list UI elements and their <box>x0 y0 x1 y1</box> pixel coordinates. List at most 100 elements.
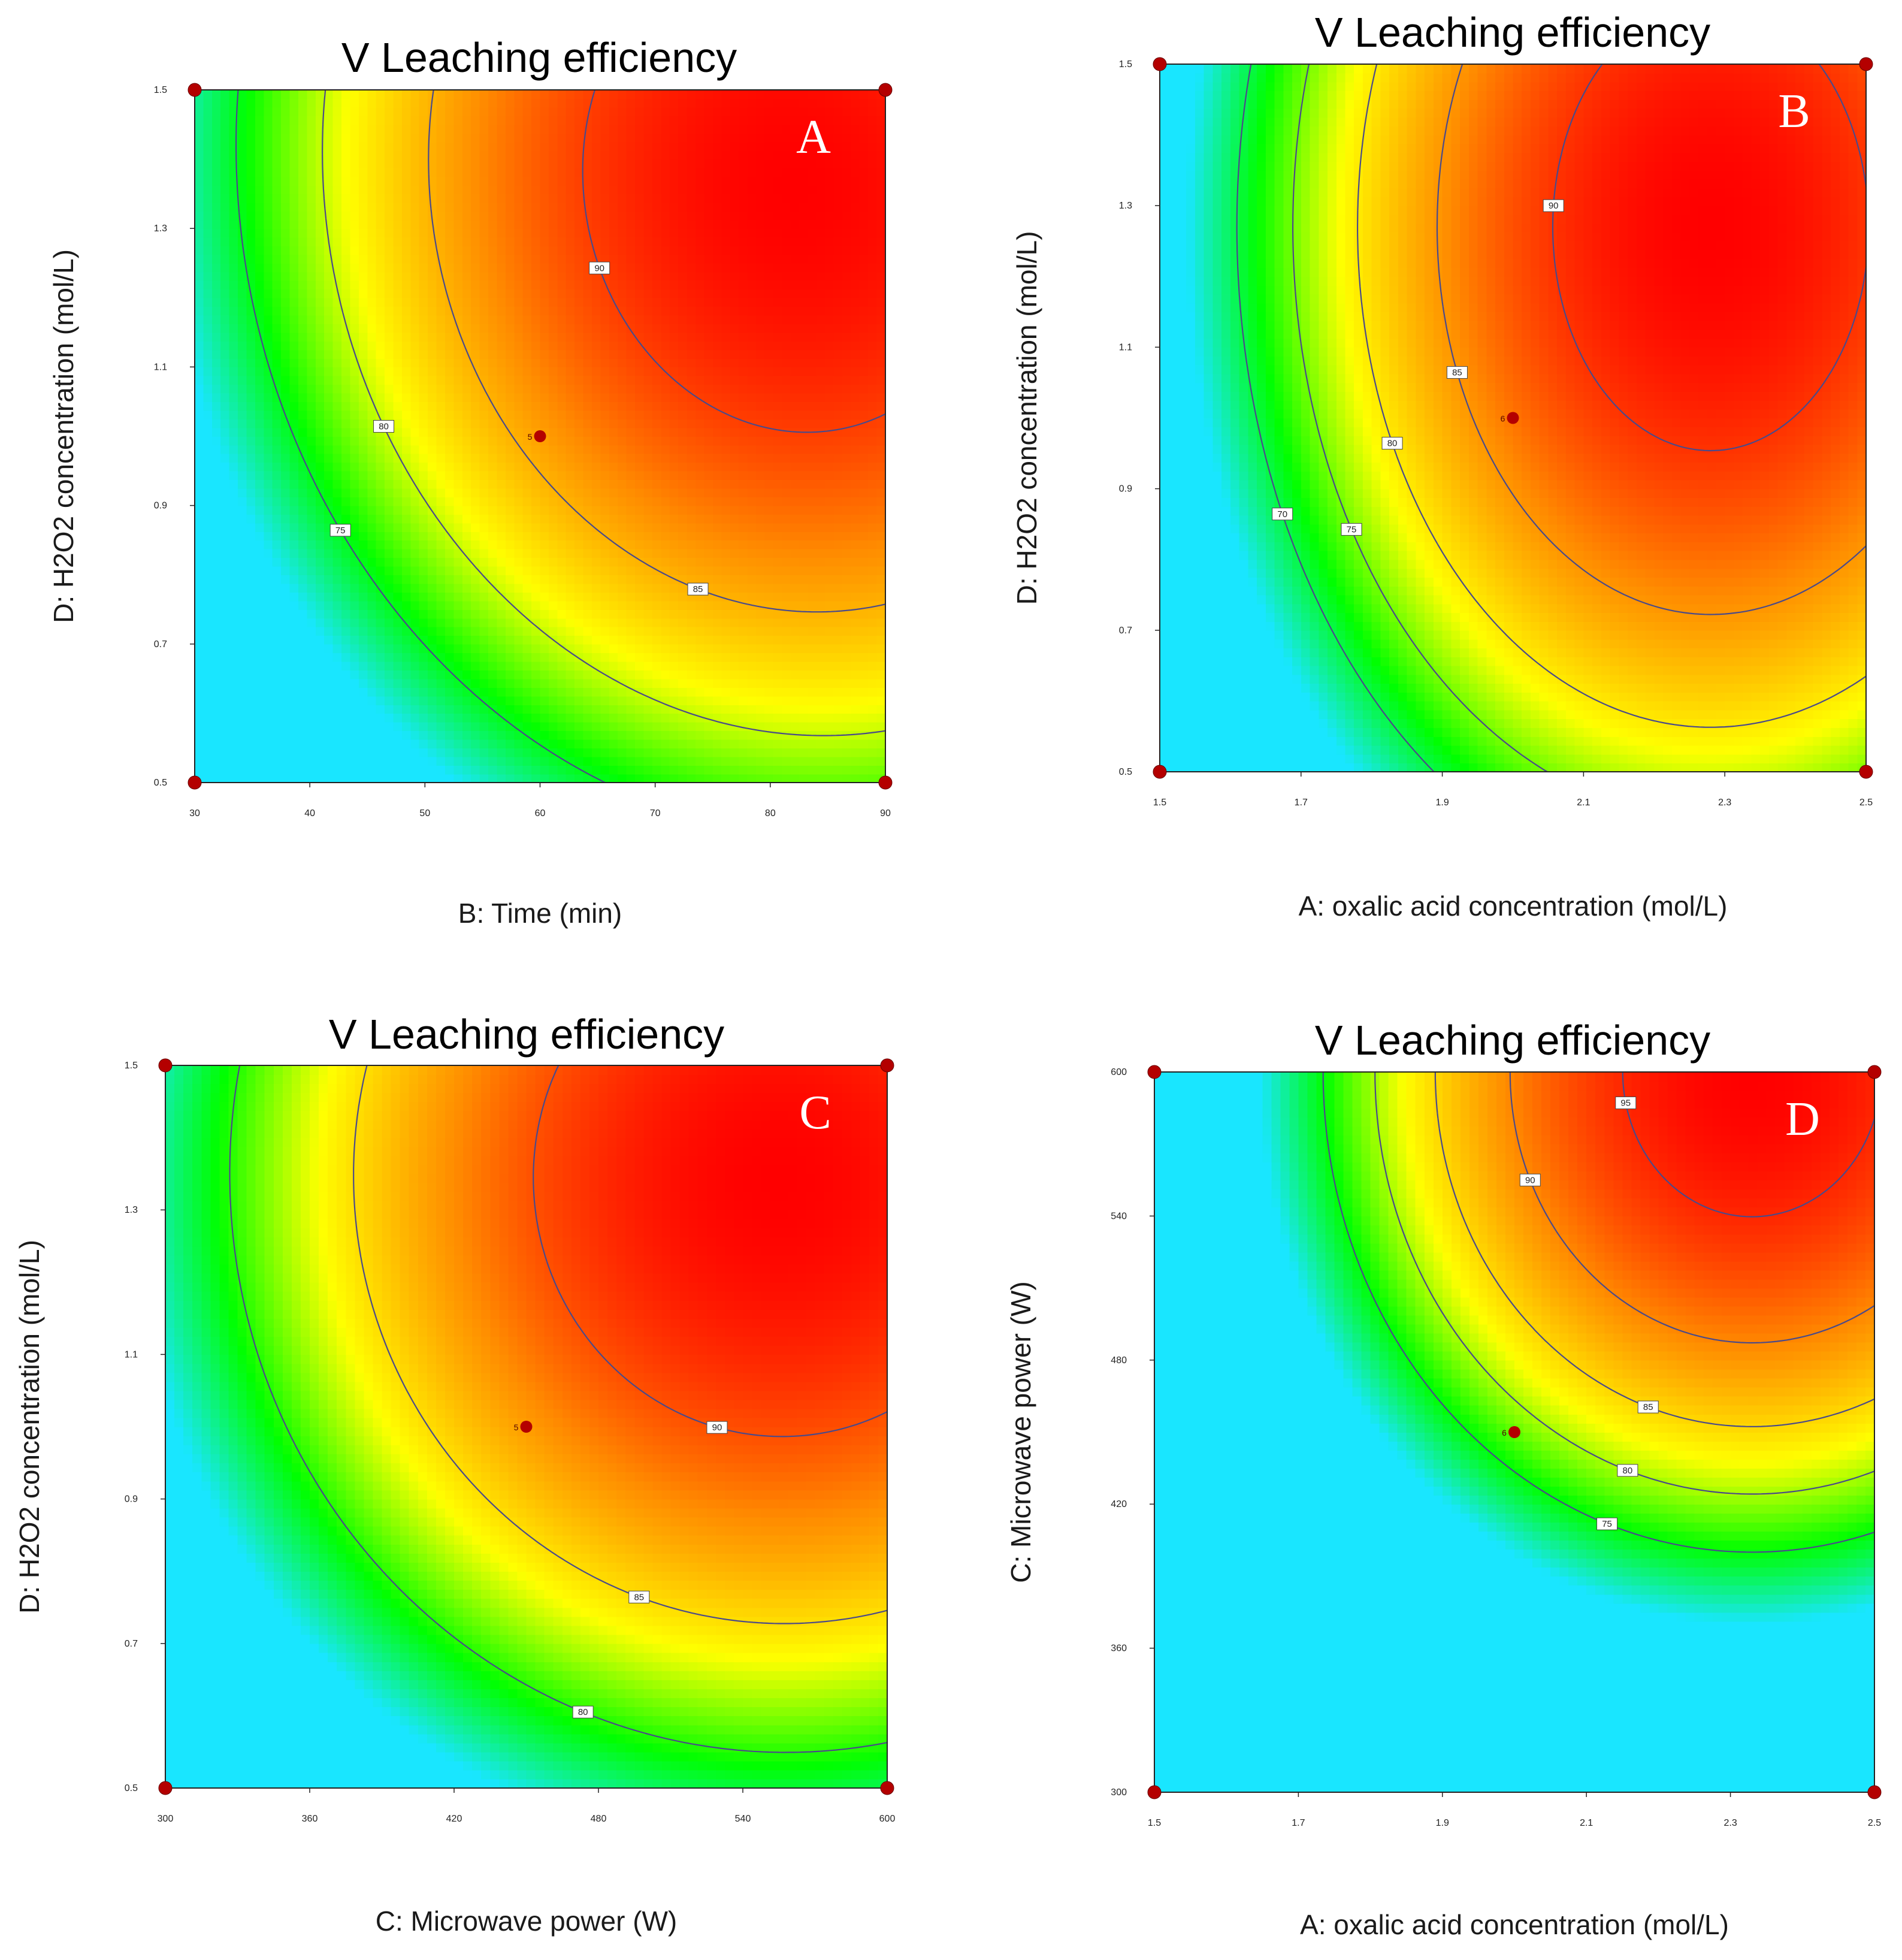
y-tick-label: 0.5 <box>154 778 167 788</box>
contour-label-85: 85 <box>687 582 709 596</box>
contour-line-85 <box>353 1065 888 1624</box>
x-tick-label: 420 <box>446 1814 462 1824</box>
plot-frame <box>1154 1071 1875 1793</box>
chart-title: V Leaching efficiency <box>1315 9 1710 56</box>
design-point <box>1153 57 1167 71</box>
contour-label-70: 70 <box>1272 508 1293 521</box>
x-axis-label: C: Microwave power (W) <box>376 1905 678 1937</box>
panel-letter: C <box>799 1086 831 1139</box>
x-tick-label: 2.1 <box>1580 1818 1593 1828</box>
center-point-label: 5 <box>528 432 533 442</box>
design-point <box>158 1058 173 1073</box>
y-tick-label: 1.5 <box>1119 59 1132 70</box>
contour-line-90 <box>1509 1071 1875 1344</box>
x-axis-label: A: oxalic acid concentration (mol/L) <box>1299 890 1728 922</box>
x-tick-label: 2.5 <box>1868 1818 1881 1828</box>
center-point-label: 5 <box>514 1423 519 1432</box>
x-tick-label: 1.5 <box>1153 798 1166 808</box>
contour-label-95: 95 <box>1615 1097 1637 1110</box>
design-point <box>1859 57 1873 71</box>
y-tick-label: 1.5 <box>125 1061 138 1071</box>
contour-label-85: 85 <box>628 1590 650 1603</box>
x-tick-label: 40 <box>304 808 315 819</box>
y-tick-label: 360 <box>1111 1644 1127 1654</box>
y-tick-label: 0.7 <box>1119 626 1132 636</box>
design-point <box>188 83 202 97</box>
panel-letter: B <box>1778 85 1810 138</box>
center-point <box>1508 1426 1520 1438</box>
contour-label-85: 85 <box>1446 366 1468 379</box>
contour-line-75 <box>1322 1072 1875 1553</box>
x-tick-label: 480 <box>591 1814 607 1824</box>
x-tick-label: 1.5 <box>1148 1818 1161 1828</box>
x-axis-label: A: oxalic acid concentration (mol/L) <box>1300 1909 1729 1940</box>
x-tick-label: 1.7 <box>1292 1818 1305 1828</box>
contour-line-80 <box>1374 1072 1875 1495</box>
x-tick-label: 1.9 <box>1436 1818 1449 1828</box>
contour-label-80: 80 <box>1381 437 1403 450</box>
y-tick-label: 0.7 <box>125 1639 138 1649</box>
chart-title: V Leaching efficiency <box>329 1011 724 1058</box>
y-tick-label: 540 <box>1111 1211 1127 1221</box>
panel-c: 80 85 90 300 360 420 480 540 600 0.5 0.7 0.9 1.1 1.3 1… <box>14 1011 895 1937</box>
contour-label-90: 90 <box>1543 199 1564 212</box>
contour-line-80 <box>229 1065 888 1753</box>
design-point <box>1147 1785 1162 1799</box>
y-tick-label: 0.7 <box>154 639 167 650</box>
center-point-label: 6 <box>1501 414 1505 424</box>
y-axis-label: D: H2O2 concentration (mol/L) <box>1011 231 1042 605</box>
heatmap-surface <box>195 90 886 783</box>
y-tick-label: 1.1 <box>1119 342 1132 352</box>
design-point <box>878 83 893 97</box>
contour-line-75 <box>235 89 606 783</box>
plot-frame <box>165 1065 888 1789</box>
x-tick-label: 90 <box>880 808 891 819</box>
x-tick-label: 300 <box>158 1814 174 1824</box>
contour-label-90: 90 <box>1519 1173 1541 1186</box>
x-tick-label: 2.1 <box>1577 798 1590 808</box>
design-point <box>1867 1065 1882 1079</box>
design-point <box>158 1781 173 1795</box>
plot-frame <box>1159 64 1867 772</box>
x-tick-label: 2.3 <box>1718 798 1731 808</box>
contour-line-90 <box>1552 64 1867 452</box>
design-point <box>1147 1065 1162 1079</box>
x-tick-label: 80 <box>765 808 776 819</box>
y-tick-label: 0.9 <box>1119 484 1132 494</box>
contour-line-95 <box>1622 1071 1876 1218</box>
y-tick-label: 420 <box>1111 1499 1127 1509</box>
y-axis-label: D: H2O2 concentration (mol/L) <box>14 1240 45 1614</box>
x-tick-label: 600 <box>879 1814 896 1824</box>
y-tick-label: 300 <box>1111 1787 1127 1798</box>
y-tick-label: 0.9 <box>125 1494 138 1505</box>
design-point <box>880 1781 894 1795</box>
y-tick-label: 1.1 <box>125 1349 138 1360</box>
center-point <box>1507 412 1519 424</box>
x-tick-label: 2.3 <box>1723 1818 1737 1828</box>
y-tick-label: 0.5 <box>125 1783 138 1793</box>
contour-label-75: 75 <box>329 524 351 537</box>
design-point <box>1859 765 1873 779</box>
contour-label-75: 75 <box>1596 1517 1618 1530</box>
design-point <box>188 775 202 790</box>
x-tick-label: 540 <box>735 1814 751 1824</box>
chart-title: V Leaching efficiency <box>341 34 737 81</box>
y-tick-label: 480 <box>1111 1355 1127 1366</box>
x-tick-label: 2.5 <box>1859 798 1873 808</box>
center-point <box>534 430 546 442</box>
contour-label-80: 80 <box>572 1705 594 1719</box>
x-tick-label: 60 <box>535 808 546 819</box>
y-tick-label: 1.3 <box>154 224 167 234</box>
x-tick-label: 360 <box>302 1814 318 1824</box>
contour-label-80: 80 <box>1617 1464 1638 1477</box>
heatmap-surface <box>1154 1072 1875 1793</box>
center-point-label: 6 <box>1502 1428 1507 1437</box>
chart-title: V Leaching efficiency <box>1315 1017 1710 1064</box>
contour-label-75: 75 <box>1341 523 1362 536</box>
contour-line-80 <box>1357 64 1867 728</box>
y-tick-label: 600 <box>1111 1067 1127 1077</box>
x-axis-label: B: Time (min) <box>458 898 622 929</box>
contour-line-75 <box>1292 64 1548 772</box>
contour-label-90: 90 <box>589 261 610 274</box>
x-tick-label: 1.7 <box>1295 798 1308 808</box>
